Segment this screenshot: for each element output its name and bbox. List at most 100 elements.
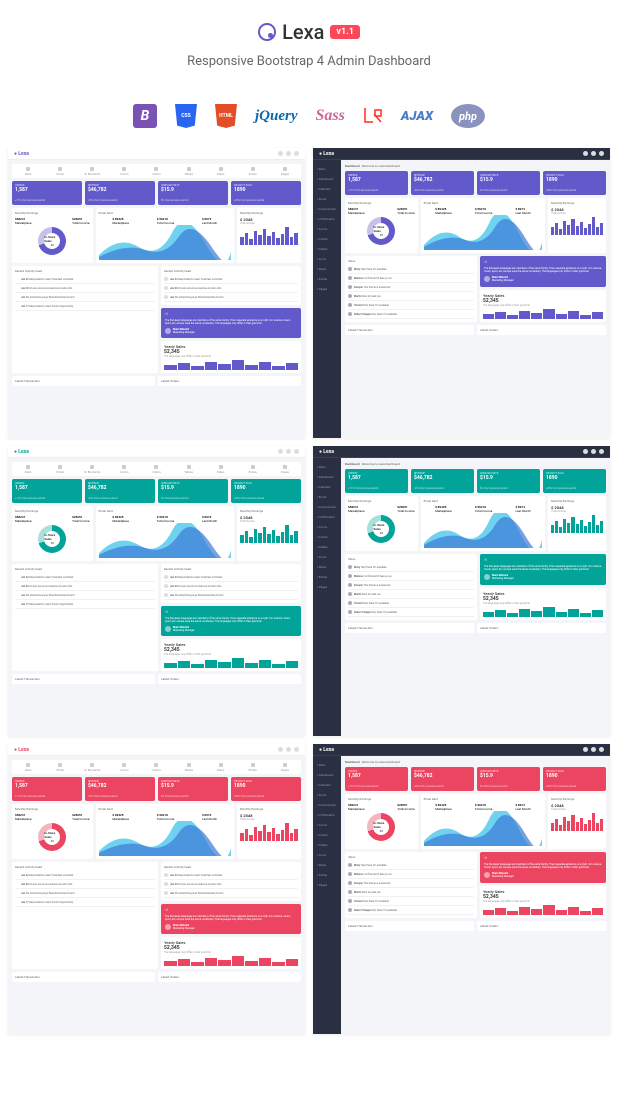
list-item[interactable]: Martin Nice to meet you — [348, 888, 474, 897]
nav-tab[interactable]: UI Elements — [76, 164, 108, 178]
list-item[interactable]: Jan 19 Joined the group 'Boardsmanship F… — [15, 889, 155, 898]
list-item[interactable]: Misty Hey! there I'm available — [348, 265, 474, 274]
list-item[interactable]: Jan 19 Joined the group 'Boardsmanship F… — [164, 591, 298, 600]
sidebar-item[interactable]: ▪ Icons — [313, 552, 341, 562]
nav-tab[interactable]: Maps — [205, 760, 237, 774]
list-item[interactable]: Jan 22 Responded to need 'Volunteer Acti… — [164, 275, 298, 284]
list-item[interactable]: Martin Nice to meet you — [348, 292, 474, 301]
nav-tab[interactable]: Main — [12, 760, 44, 774]
sidebar-item[interactable]: ▪ Maps — [313, 860, 341, 870]
list-item[interactable]: Jan 22 Responded to need 'Volunteer Acti… — [15, 573, 155, 582]
nav-tab[interactable]: Pages — [269, 760, 301, 774]
sidebar-item[interactable]: ▪ Tables — [313, 542, 341, 552]
nav-tab[interactable]: Pages — [269, 462, 301, 476]
nav-tab[interactable]: Charts — [140, 760, 172, 774]
list-item[interactable]: Martin Nice to meet you — [348, 590, 474, 599]
list-item[interactable]: Robert Chappa Hey! there I'm available — [348, 608, 474, 617]
nav-tab[interactable]: Tables — [173, 164, 205, 178]
list-item[interactable]: Jan 19 Joined the group 'Boardsmanship F… — [164, 889, 298, 898]
sidebar-item[interactable]: ▪ Extras — [313, 274, 341, 284]
sidebar-item[interactable]: ▪ UI Elements — [313, 810, 341, 820]
sidebar-item[interactable]: ▪ Pages — [313, 284, 341, 294]
nav-tab[interactable]: Extras — [237, 164, 269, 178]
sidebar-item[interactable]: ▪ Charts — [313, 234, 341, 244]
nav-tab[interactable]: Charts — [140, 462, 172, 476]
nav-tab[interactable]: Email — [44, 164, 76, 178]
list-item[interactable]: Jan 17 Responded to need 'In-Kind Opport… — [15, 898, 155, 907]
sidebar-item[interactable]: ▪ Main — [313, 164, 341, 174]
list-item[interactable]: Jan 17 Responded to need 'In-Kind Opport… — [15, 600, 155, 609]
sidebar-item[interactable]: ▪ Icons — [313, 850, 341, 860]
sidebar-item[interactable]: ▪ Forms — [313, 820, 341, 830]
list-item[interactable]: Jan 20 At vero eos et accusamus et iusto… — [15, 582, 155, 591]
nav-tab[interactable]: Main — [12, 462, 44, 476]
sidebar-item[interactable]: ▪ Components — [313, 800, 341, 810]
list-item[interactable]: Vincent Hey! there I'm available — [348, 301, 474, 310]
nav-tab[interactable]: UI Elements — [76, 462, 108, 476]
nav-tab[interactable]: Extras — [237, 462, 269, 476]
nav-tab[interactable]: Extras — [237, 760, 269, 774]
list-item[interactable]: Jan 22 Responded to need 'Volunteer Acti… — [164, 573, 298, 582]
sidebar-item[interactable]: ▪ Forms — [313, 522, 341, 532]
list-item[interactable]: Jan 20 At vero eos et accusamus et iusto… — [15, 284, 155, 293]
list-item[interactable]: Jan 22 Responded to need 'Volunteer Acti… — [15, 871, 155, 880]
list-item[interactable]: Misty Hey! there I'm available — [348, 563, 474, 572]
list-item[interactable]: Misty Hey! there I'm available — [348, 861, 474, 870]
list-item[interactable]: Jan 20 At vero eos et accusamus et iusto… — [164, 880, 298, 889]
list-item[interactable]: Dwayne This theme is awesome! — [348, 581, 474, 590]
sidebar-item[interactable]: ▪ Calendar — [313, 780, 341, 790]
nav-tab[interactable]: Email — [44, 462, 76, 476]
nav-tab[interactable]: Email — [44, 760, 76, 774]
list-item[interactable]: Jan 20 At vero eos et accusamus et iusto… — [164, 582, 298, 591]
list-item[interactable]: Jan 17 Responded to need 'In-Kind Opport… — [15, 302, 155, 311]
list-item[interactable]: Dwayne This theme is awesome! — [348, 283, 474, 292]
list-item[interactable]: Jan 22 Responded to need 'Volunteer Acti… — [164, 871, 298, 880]
nav-tab[interactable]: Tables — [173, 462, 205, 476]
nav-tab[interactable]: Forms — [108, 760, 140, 774]
sidebar-item[interactable]: ▪ Calendar — [313, 482, 341, 492]
sidebar-item[interactable]: ▪ Main — [313, 462, 341, 472]
sidebar-item[interactable]: ▪ Maps — [313, 264, 341, 274]
sidebar-item[interactable]: ▪ Components — [313, 502, 341, 512]
nav-tab[interactable]: UI Elements — [76, 760, 108, 774]
sidebar-item[interactable]: ▪ Components — [313, 204, 341, 214]
nav-tab[interactable]: Forms — [108, 462, 140, 476]
list-item[interactable]: Vincent Hey! there I'm available — [348, 897, 474, 906]
sidebar-item[interactable]: ▪ UI Elements — [313, 214, 341, 224]
sidebar-item[interactable]: ▪ Dashboard — [313, 472, 341, 482]
list-item[interactable]: Jan 22 Responded to need 'Volunteer Acti… — [15, 275, 155, 284]
nav-tab[interactable]: Maps — [205, 462, 237, 476]
sidebar-item[interactable]: ▪ Email — [313, 492, 341, 502]
sidebar-item[interactable]: ▪ Forms — [313, 224, 341, 234]
sidebar-item[interactable]: ▪ Charts — [313, 830, 341, 840]
list-item[interactable]: Robert Chappa Hey! there I'm available — [348, 310, 474, 319]
list-item[interactable]: Melissa I've finished it! See you so — [348, 274, 474, 283]
sidebar-item[interactable]: ▪ Email — [313, 194, 341, 204]
nav-tab[interactable]: Tables — [173, 760, 205, 774]
sidebar-item[interactable]: ▪ Tables — [313, 840, 341, 850]
list-item[interactable]: Jan 19 Joined the group 'Boardsmanship F… — [164, 293, 298, 302]
sidebar-item[interactable]: ▪ Extras — [313, 572, 341, 582]
list-item[interactable]: Melissa I've finished it! See you so — [348, 870, 474, 879]
sidebar-item[interactable]: ▪ Tables — [313, 244, 341, 254]
nav-tab[interactable]: Pages — [269, 164, 301, 178]
sidebar-item[interactable]: ▪ Calendar — [313, 184, 341, 194]
list-item[interactable]: Dwayne This theme is awesome! — [348, 879, 474, 888]
sidebar-item[interactable]: ▪ Main — [313, 760, 341, 770]
list-item[interactable]: Jan 20 At vero eos et accusamus et iusto… — [164, 284, 298, 293]
list-item[interactable]: Melissa I've finished it! See you so — [348, 572, 474, 581]
sidebar-item[interactable]: ▪ Dashboard — [313, 174, 341, 184]
sidebar-item[interactable]: ▪ Charts — [313, 532, 341, 542]
nav-tab[interactable]: Main — [12, 164, 44, 178]
sidebar-item[interactable]: ▪ Dashboard — [313, 770, 341, 780]
list-item[interactable]: Vincent Hey! there I'm available — [348, 599, 474, 608]
sidebar-item[interactable]: ▪ Email — [313, 790, 341, 800]
list-item[interactable]: Robert Chappa Hey! there I'm available — [348, 906, 474, 915]
nav-tab[interactable]: Maps — [205, 164, 237, 178]
nav-tab[interactable]: Charts — [140, 164, 172, 178]
sidebar-item[interactable]: ▪ Pages — [313, 582, 341, 592]
list-item[interactable]: Jan 19 Joined the group 'Boardsmanship F… — [15, 293, 155, 302]
sidebar-item[interactable]: ▪ UI Elements — [313, 512, 341, 522]
sidebar-item[interactable]: ▪ Extras — [313, 870, 341, 880]
sidebar-item[interactable]: ▪ Icons — [313, 254, 341, 264]
